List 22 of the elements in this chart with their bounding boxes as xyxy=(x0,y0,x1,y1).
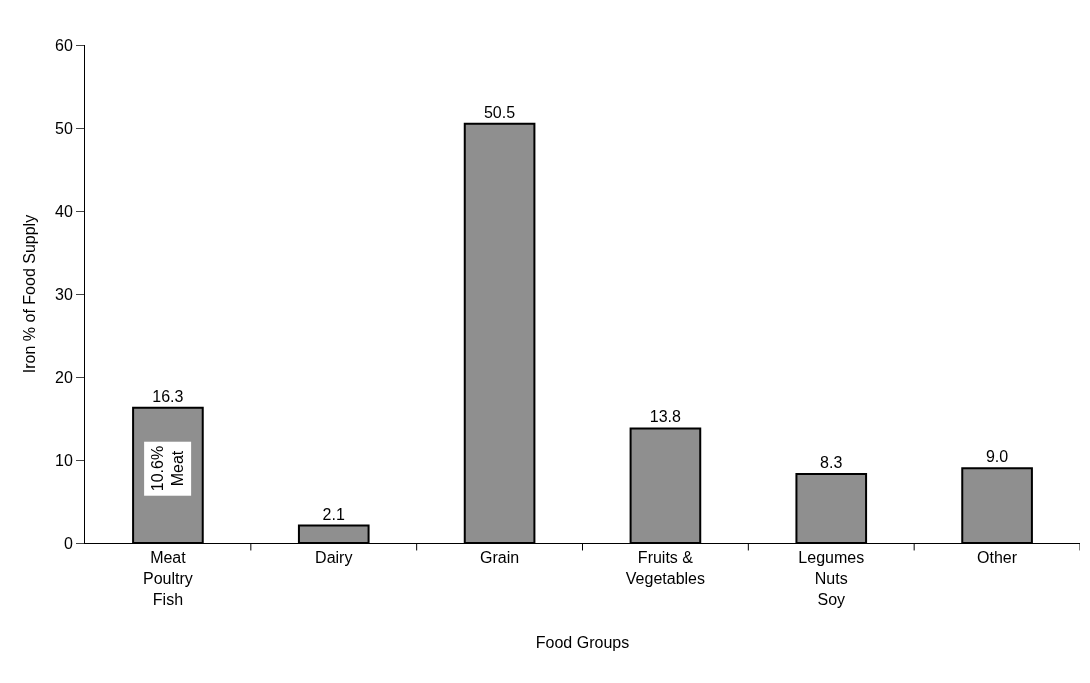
y-tick-label: 30 xyxy=(55,285,73,303)
x-axis-title: Food Groups xyxy=(535,634,630,652)
annotation: 10.6% Meat xyxy=(148,445,187,492)
data-label: 50.5 xyxy=(483,103,516,121)
x-tick-label: Fruits & Vegetables xyxy=(625,549,706,587)
x-tick-label: Legumes Nuts Soy xyxy=(798,549,865,608)
y-tick-label: 10 xyxy=(55,451,73,469)
y-tick-label: 0 xyxy=(63,534,73,552)
y-tick-label: 40 xyxy=(55,202,73,220)
data-label: 13.8 xyxy=(649,408,682,426)
x-tick-label: Other xyxy=(977,549,1018,567)
data-label: 16.3 xyxy=(152,387,184,405)
y-tick-label: 20 xyxy=(55,368,73,386)
y-tick-label: 60 xyxy=(55,36,73,54)
x-tick-label: Grain xyxy=(480,549,520,567)
data-label: 2.1 xyxy=(322,505,345,523)
x-tick-label: Dairy xyxy=(315,549,353,567)
data-label: 8.3 xyxy=(820,454,843,472)
x-tick-label: Meat Poultry Fish xyxy=(143,549,193,608)
y-axis-title: Iron % of Food Supply xyxy=(20,214,38,374)
data-label: 9.0 xyxy=(985,448,1009,466)
y-tick-label: 50 xyxy=(55,119,73,137)
